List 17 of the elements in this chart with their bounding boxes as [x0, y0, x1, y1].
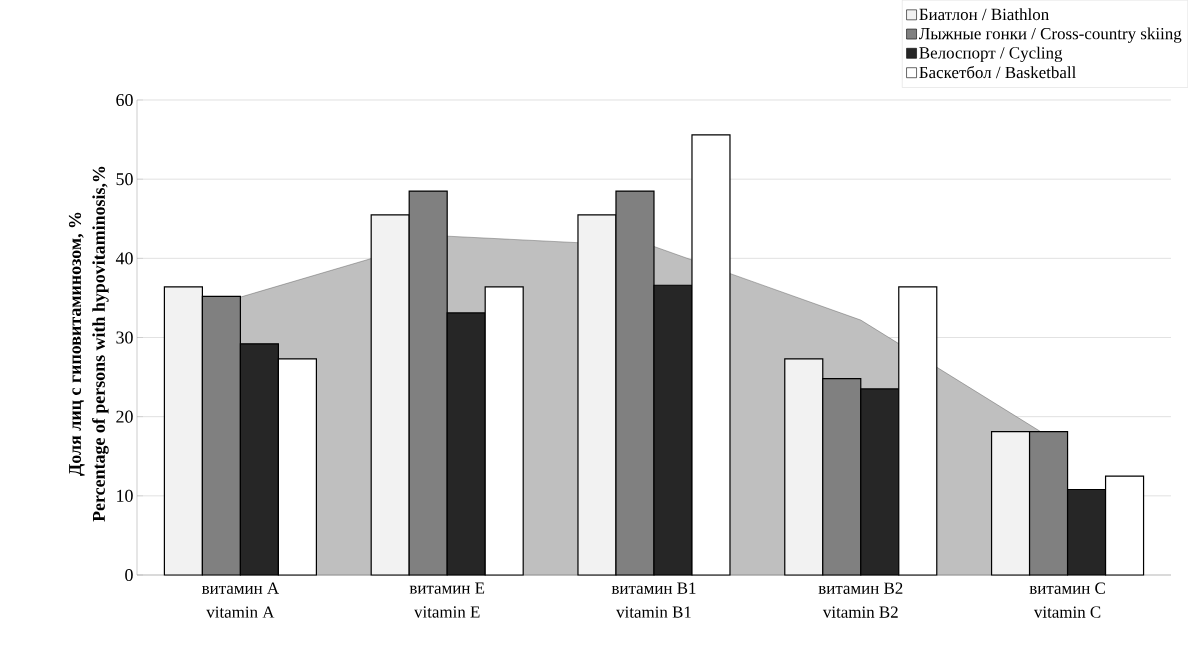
x-tick-label: витамин B2 vitamin B2 [818, 582, 903, 618]
y-tick-label: 20 [116, 410, 133, 423]
legend-label: Велоспорт / Cycling [919, 46, 1063, 63]
y-axis-title: Доля лиц с гиповитаминозом, % Percentage of persons with hypovitaminosis,% [68, 166, 109, 522]
legend-label: Баскетбол / Basketball [919, 65, 1076, 79]
y-tick-label: 40 [115, 252, 133, 265]
y-tick-label: 60 [116, 93, 133, 107]
legend-label: Лыжные гонки / Cross-country skiing [919, 27, 1182, 43]
x-tick-label: витамин C vitamin C [1029, 582, 1105, 618]
y-tick-label: 0 [125, 568, 133, 582]
legend-label: Биатлон / Biathlon [919, 8, 1049, 21]
y-tick-label: 30 [116, 331, 133, 344]
y-tick-label: 10 [117, 489, 133, 502]
x-tick-label: витамин A vitamin A [201, 582, 280, 618]
x-tick-label: витамин E vitamin E [409, 582, 485, 618]
y-tick-label: 50 [116, 173, 133, 186]
x-tick-label: витамин B1 vitamin B1 [611, 582, 696, 618]
